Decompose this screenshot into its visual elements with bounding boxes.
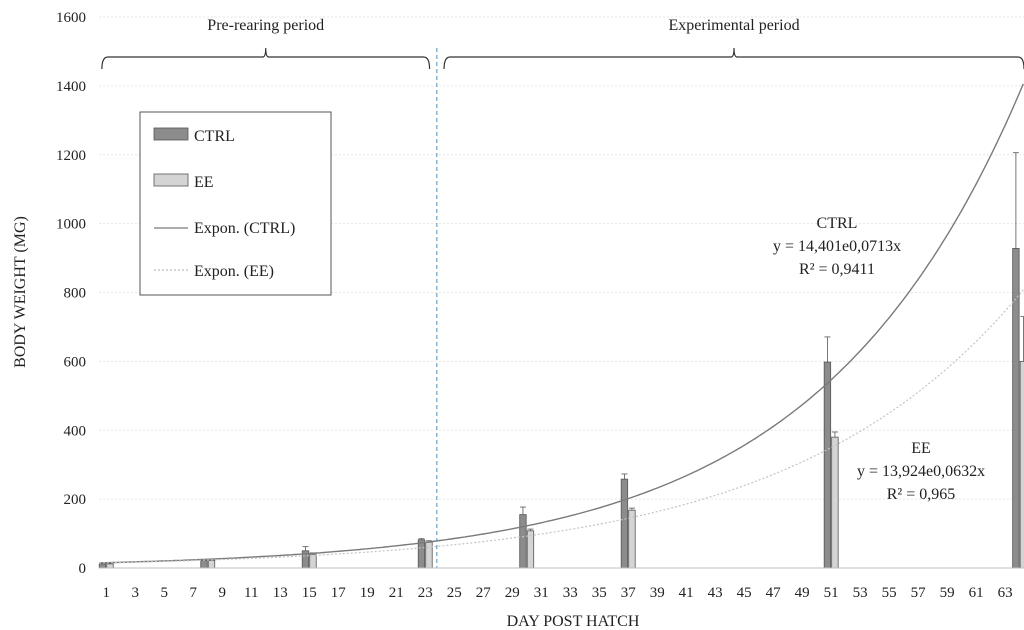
legend-ee-swatch <box>153 173 189 187</box>
x-tick-label: 23 <box>418 585 433 601</box>
ctrl-trendline <box>99 83 1024 564</box>
x-tick-label: 19 <box>360 585 375 601</box>
ee-bar <box>526 530 535 569</box>
y-tick-label: 1600 <box>56 10 86 26</box>
ee-trendline <box>99 289 1024 564</box>
pre-rearing-period-label: Pre-rearing period <box>207 17 324 34</box>
x-tick-label: 55 <box>882 585 897 601</box>
x-axis-title: DAY POST HATCH <box>507 613 640 630</box>
x-tick-label: 5 <box>160 585 168 601</box>
y-tick-label: 1200 <box>56 148 86 164</box>
x-tick-label: 3 <box>131 585 139 601</box>
ctrl-bar <box>417 539 426 569</box>
x-tick-label: 15 <box>302 585 317 601</box>
x-tick-label: 49 <box>795 585 810 601</box>
legend-item-expon-ctrl: Expon. (CTRL) <box>154 220 295 237</box>
x-tick-label: 47 <box>766 585 782 601</box>
legend-item-ee: EE <box>153 173 214 191</box>
legend: CTRL EE Expon. (CTRL) Expon. (EE) <box>139 111 332 296</box>
x-tick-label: 17 <box>331 585 347 601</box>
trendlines <box>99 83 1024 564</box>
ee-bar <box>309 553 317 569</box>
legend-ctrl-swatch <box>153 127 189 141</box>
legend-ee-label: EE <box>194 174 214 191</box>
x-tick-label: 43 <box>708 585 723 601</box>
legend-item-expon-ee: Expon. (EE) <box>154 263 274 280</box>
ee-bar <box>207 560 216 569</box>
x-tick-label: 41 <box>679 585 694 601</box>
x-axis-ticks: 1 3 5 7 9 11 13 15 17 19 21 23 25 27 29 31 33 35 37 39 41 43 4… <box>102 585 1012 601</box>
y-tick-label: 800 <box>64 286 87 302</box>
legend-box <box>139 111 332 296</box>
legend-expon-ctrl-label: Expon. (CTRL) <box>194 220 295 237</box>
x-tick-label: 9 <box>218 585 226 601</box>
legend-item-ctrl: CTRL <box>153 127 235 145</box>
ctrl-annotation-title: CTRL <box>817 215 858 232</box>
x-tick-label: 29 <box>505 585 520 601</box>
x-tick-label: 7 <box>189 585 197 601</box>
x-tick-label: 59 <box>940 585 955 601</box>
x-tick-label: 51 <box>824 585 839 601</box>
ee-bar <box>425 541 433 569</box>
ctrl-bar <box>519 514 527 569</box>
x-tick-label: 33 <box>563 585 578 601</box>
ee-annotation-title: EE <box>911 440 931 457</box>
ee-equation: y = 13,924e0,0632x <box>857 463 985 480</box>
y-tick-label: 1000 <box>56 217 86 233</box>
x-tick-label: 21 <box>389 585 404 601</box>
y-axis-ticks: 0 200 400 600 800 1000 1200 1400 1600 <box>56 10 86 577</box>
ee-bar <box>628 509 636 569</box>
x-tick-label: 31 <box>534 585 549 601</box>
legend-ctrl-label: CTRL <box>194 128 235 145</box>
y-tick-label: 400 <box>64 423 87 439</box>
x-tick-label: 27 <box>476 585 492 601</box>
period-brackets: Pre-rearing period Experimental period <box>101 17 1024 568</box>
period-bracket <box>443 47 1024 70</box>
x-tick-label: 1 <box>102 585 110 601</box>
ctrl-bar <box>620 478 629 569</box>
ctrl-bar <box>200 560 208 569</box>
ctrl-trend-annotation: CTRL y = 14,401e0,0713x R² = 0,9411 <box>773 215 901 278</box>
experimental-period-label: Experimental period <box>669 17 800 34</box>
ctrl-bar <box>98 563 107 569</box>
x-tick-label: 25 <box>447 585 462 601</box>
y-tick-label: 1400 <box>56 79 86 95</box>
x-tick-label: 61 <box>969 585 984 601</box>
ctrl-r-squared: R² = 0,9411 <box>799 261 875 278</box>
legend-expon-ee-label: Expon. (EE) <box>194 263 274 280</box>
ee-bar <box>831 436 839 569</box>
ee-bar <box>1019 360 1024 569</box>
y-axis-title: BODY WEIGHT (MG) <box>12 216 29 368</box>
ctrl-bar <box>823 361 832 569</box>
period-bracket <box>101 47 431 70</box>
x-tick-label: 39 <box>650 585 665 601</box>
x-tick-label: 11 <box>244 585 258 601</box>
x-tick-label: 13 <box>273 585 288 601</box>
x-tick-label: 37 <box>621 585 637 601</box>
ee-bar <box>106 563 114 569</box>
ctrl-equation: y = 14,401e0,0713x <box>773 238 901 255</box>
ee-trend-annotation: EE y = 13,924e0,0632x R² = 0,965 <box>857 440 985 503</box>
x-tick-label: 45 <box>737 585 752 601</box>
y-tick-label: 0 <box>79 561 87 577</box>
x-tick-label: 35 <box>592 585 607 601</box>
x-tick-label: 53 <box>853 585 868 601</box>
ee-r-squared: R² = 0,965 <box>887 486 956 503</box>
y-tick-label: 600 <box>64 354 87 370</box>
x-tick-label: 57 <box>911 585 927 601</box>
y-tick-label: 200 <box>64 492 87 508</box>
x-tick-label: 63 <box>998 585 1013 601</box>
